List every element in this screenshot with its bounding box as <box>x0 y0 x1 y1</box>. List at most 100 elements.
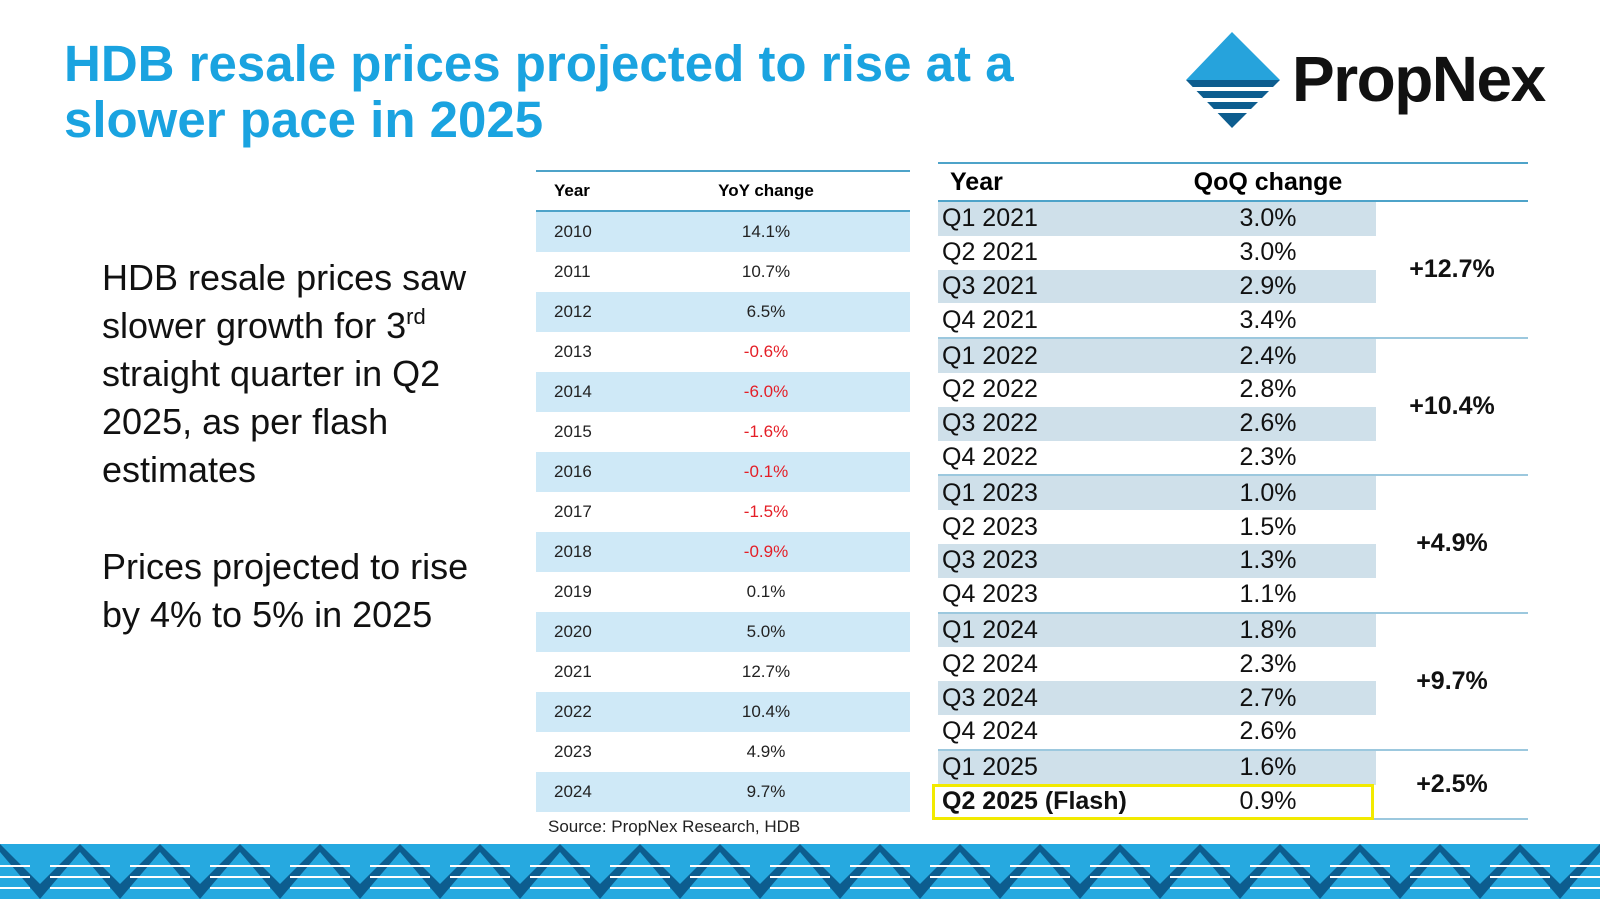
yoy-year-cell: 2020 <box>554 622 592 641</box>
qoq-year-group: Q1 2022 2.4% Q2 2022 2.8% Q3 2022 2.6% Q4 2022… <box>938 339 1528 477</box>
qoq-year-group: Q1 2023 1.0% Q2 2023 1.5% Q3 2023 1.3% Q4 2023… <box>938 476 1528 614</box>
decorative-triangle-pattern <box>0 844 1600 899</box>
qoq-quarter-cell: Q2 2023 <box>942 512 1038 541</box>
qoq-quarter-cell: Q4 2023 <box>942 580 1038 609</box>
yoy-year-cell: 2015 <box>554 422 592 441</box>
qoq-change-cell: 0.9% <box>1239 786 1297 815</box>
qoq-change-cell: 2.3% <box>1239 649 1297 678</box>
qoq-change-cell: 1.3% <box>1239 546 1297 575</box>
qoq-change-cell: 2.6% <box>1239 409 1297 438</box>
yoy-change-cell: 4.9% <box>746 742 786 761</box>
qoq-year-group: Q1 2025 1.6% Q2 2025 (Flash) 0.9% +2.5% <box>932 750 1528 821</box>
qoq-table-row: Q2 2023 1.5% <box>938 510 1376 544</box>
yoy-change-cell: -0.9% <box>743 542 789 561</box>
yoy-year-cell: 2012 <box>554 302 592 321</box>
summary-paragraph-2: Prices projected to rise by 4% to 5% in … <box>102 546 469 635</box>
yoy-year-cell: 2018 <box>554 542 592 561</box>
yoy-change-cell: -1.6% <box>743 422 789 441</box>
qoq-year-group: Q1 2024 1.8% Q2 2024 2.3% Q3 2024 2.7% Q4 2024… <box>938 613 1528 751</box>
summary-paragraph-1: HDB resale prices saw slower growth for … <box>102 257 467 490</box>
yoy-change-cell: 10.7% <box>741 262 791 281</box>
yoy-year-cell: 2014 <box>554 382 592 401</box>
yoy-header-year: Year <box>554 181 590 200</box>
qoq-annual-total: +2.5% <box>1416 770 1488 799</box>
yoy-header-change: YoY change <box>718 181 814 200</box>
qoq-quarter-cell: Q1 2025 <box>942 753 1038 782</box>
qoq-change-cell: 1.6% <box>1239 753 1297 782</box>
yoy-change-cell: -6.0% <box>743 382 789 401</box>
qoq-table-row: Q1 2021 3.0% <box>938 202 1376 236</box>
yoy-table-row: 2012 6.5% <box>536 292 910 332</box>
yoy-year-cell: 2017 <box>554 502 592 521</box>
qoq-quarter-cell: Q4 2022 <box>942 442 1038 471</box>
qoq-table-row: Q3 2023 1.3% <box>938 543 1376 578</box>
qoq-year-group: Q1 2021 3.0% Q2 2021 3.0% Q3 2021 2.9% Q4 2021… <box>938 202 1528 340</box>
yoy-table: Year YoY change 2010 14.1% 2011 10.7% 2012 6.… <box>536 170 910 812</box>
qoq-quarter-cell: Q1 2021 <box>942 204 1038 233</box>
yoy-year-cell: 2021 <box>554 662 592 681</box>
qoq-flash-row: Q2 2025 (Flash) 0.9% <box>938 785 1376 819</box>
qoq-table: Year QoQ change Q1 2021 3.0% Q2 2021 3.0% Q3… <box>932 162 1528 821</box>
yoy-table-row: 2015 -1.6% <box>536 412 910 452</box>
slide-title: HDB resale prices projected to rise at a… <box>64 35 1014 148</box>
qoq-table-row: Q3 2022 2.6% <box>938 406 1376 441</box>
yoy-change-cell: -1.5% <box>743 502 789 521</box>
qoq-table-row: Q4 2022 2.3% <box>938 441 1376 475</box>
qoq-quarter-cell: Q2 2021 <box>942 238 1038 267</box>
yoy-table-row: 2013 -0.6% <box>536 332 910 372</box>
qoq-change-cell: 1.1% <box>1239 580 1297 609</box>
qoq-change-cell: 2.7% <box>1239 683 1297 712</box>
yoy-table-row: 2023 4.9% <box>536 732 910 772</box>
yoy-table-row: 2011 10.7% <box>536 252 910 292</box>
yoy-change-cell: 0.1% <box>746 582 786 601</box>
qoq-change-cell: 2.8% <box>1239 375 1297 404</box>
yoy-table-row: 2022 10.4% <box>536 692 910 732</box>
yoy-table-row: 2020 5.0% <box>536 612 910 652</box>
yoy-table-header: Year YoY change <box>536 172 910 212</box>
qoq-change-cell: 1.8% <box>1239 615 1297 644</box>
qoq-change-cell: 3.0% <box>1239 204 1297 233</box>
qoq-quarter-cell: Q4 2024 <box>942 717 1038 746</box>
qoq-change-cell: 2.4% <box>1239 341 1297 370</box>
qoq-annual-total: +12.7% <box>1409 255 1495 284</box>
qoq-table-row: Q1 2022 2.4% <box>938 339 1376 373</box>
qoq-annual-total: +4.9% <box>1416 529 1488 558</box>
qoq-table-row: Q2 2024 2.3% <box>938 647 1376 681</box>
qoq-quarter-cell: Q1 2023 <box>942 478 1038 507</box>
qoq-table-body: Q1 2021 3.0% Q2 2021 3.0% Q3 2021 2.9% Q4 2021… <box>932 202 1528 821</box>
qoq-quarter-cell: Q1 2024 <box>942 615 1038 644</box>
yoy-table-body: 2010 14.1% 2011 10.7% 2012 6.5% 2013 -0.6% 2014 -… <box>536 212 910 812</box>
qoq-change-cell: 2.3% <box>1239 442 1297 471</box>
qoq-table-row: Q3 2024 2.7% <box>938 681 1376 715</box>
qoq-change-cell: 3.0% <box>1239 238 1297 267</box>
yoy-year-cell: 2024 <box>554 782 592 801</box>
yoy-year-cell: 2016 <box>554 462 592 481</box>
qoq-quarter-cell: Q3 2021 <box>942 271 1038 300</box>
qoq-quarter-cell: Q3 2022 <box>942 409 1038 438</box>
yoy-table-row: 2024 9.7% <box>536 772 910 812</box>
yoy-year-cell: 2013 <box>554 342 592 361</box>
yoy-change-cell: 12.7% <box>741 662 791 681</box>
yoy-year-cell: 2019 <box>554 582 592 601</box>
yoy-table-row: 2019 0.1% <box>536 572 910 612</box>
qoq-table-row: Q4 2021 3.4% <box>938 303 1376 337</box>
yoy-table-row: 2016 -0.1% <box>536 452 910 492</box>
qoq-quarter-cell: Q4 2021 <box>942 305 1038 334</box>
qoq-table-row: Q2 2021 3.0% <box>938 236 1376 270</box>
yoy-table-row: 2021 12.7% <box>536 652 910 692</box>
qoq-quarter-cell: Q2 2022 <box>942 375 1038 404</box>
qoq-table-row: Q4 2023 1.1% <box>938 578 1376 612</box>
qoq-table-row: Q1 2024 1.8% <box>938 613 1376 648</box>
yoy-change-cell: 5.0% <box>746 622 786 641</box>
qoq-table-row: Q4 2024 2.6% <box>938 715 1376 749</box>
yoy-year-cell: 2023 <box>554 742 592 761</box>
propnex-diamond-icon <box>1186 32 1286 128</box>
yoy-change-cell: -0.6% <box>743 342 789 361</box>
yoy-change-cell: 14.1% <box>741 222 791 241</box>
qoq-annual-total: +10.4% <box>1409 392 1495 421</box>
qoq-header-year: Year <box>950 167 1003 196</box>
qoq-quarter-cell: Q1 2022 <box>942 341 1038 370</box>
yoy-year-cell: 2022 <box>554 702 592 721</box>
propnex-logo: PropNex <box>1186 30 1566 130</box>
qoq-change-cell: 2.9% <box>1239 271 1297 300</box>
